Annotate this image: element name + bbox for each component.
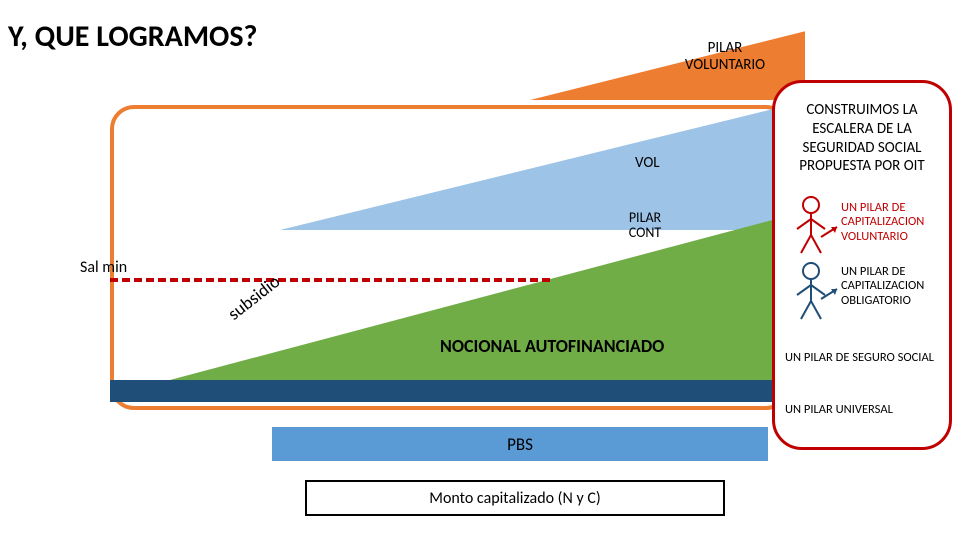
- mask-right: [805, 0, 960, 80]
- layer-navy: [110, 380, 810, 402]
- callout-box: CONSTRUIMOS LA ESCALERA DE LA SEGURIDAD …: [772, 80, 952, 450]
- label-pilar-voluntario: PILAR VOLUNTARIO: [665, 40, 785, 73]
- pbs-bar: PBS: [270, 425, 770, 463]
- chart-area: PILAR VOLUNTARIO VOL PILAR CONT Sal min …: [110, 30, 800, 500]
- label-vol: VOL: [635, 155, 660, 172]
- label-sal-min: Sal min: [80, 258, 127, 277]
- pilar-3-text: UN PILAR DE SEGURO SOCIAL: [785, 351, 950, 365]
- arrow-2: [819, 285, 843, 303]
- pilar-1-text: UN PILAR DE CAPITALIZACION VOLUNTARIO: [841, 201, 951, 244]
- arrow-1: [819, 223, 843, 241]
- sal-min-line: [110, 278, 550, 282]
- chart-layers: [110, 30, 810, 430]
- label-nocional: NOCIONAL AUTOFINANCIADO: [440, 335, 664, 357]
- callout-title: CONSTRUIMOS LA ESCALERA DE LA SEGURIDAD …: [783, 101, 941, 176]
- pilar-4-text: UN PILAR UNIVERSAL: [785, 403, 950, 417]
- label-pilar-cont: PILAR CONT: [605, 210, 685, 241]
- layer-blue: [280, 100, 810, 230]
- monto-box: Monto capitalizado (N y C): [305, 480, 725, 516]
- pilar-2-text: UN PILAR DE CAPITALIZACION OBLIGATORIO: [841, 265, 951, 308]
